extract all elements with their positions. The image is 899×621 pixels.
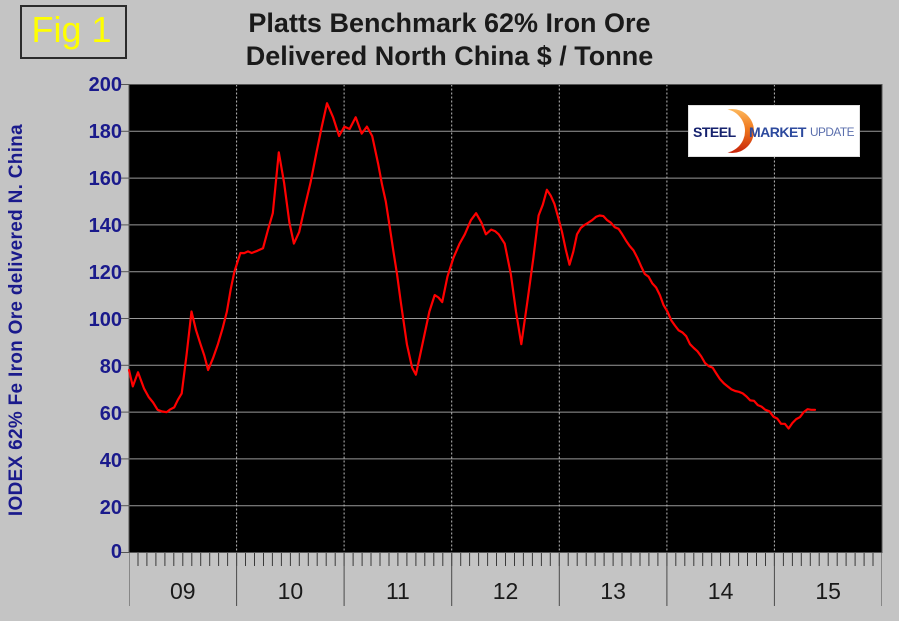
svg-text:STEEL: STEEL — [693, 124, 737, 140]
svg-text:UPDATE: UPDATE — [810, 125, 855, 139]
svg-text:MARKET: MARKET — [749, 124, 807, 140]
